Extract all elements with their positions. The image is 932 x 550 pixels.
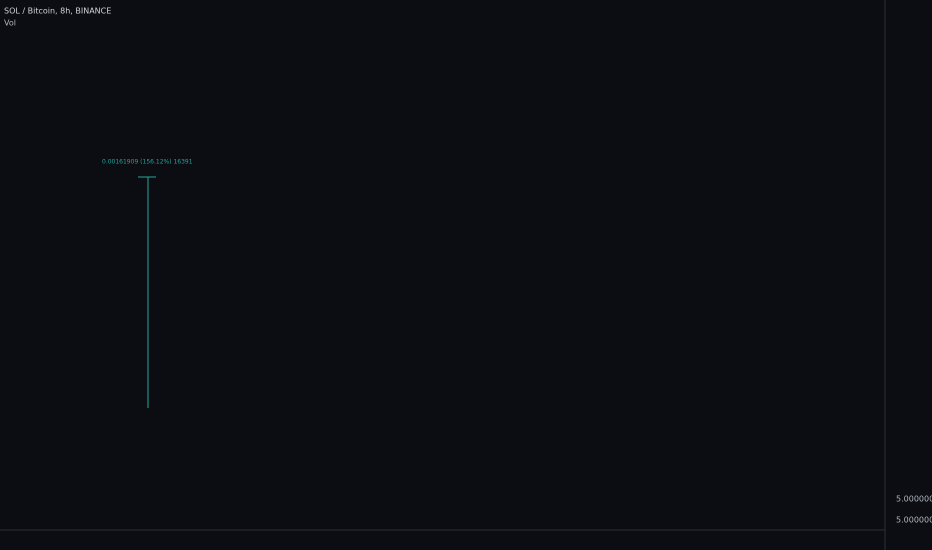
volume-axis-label: 5.00000000 [896, 516, 932, 525]
chart-title: SOL / Bitcoin, 8h, BINANCE [4, 7, 111, 16]
volume-label: Vol [4, 19, 16, 28]
volume-axis-label: 5.00000000 [896, 495, 932, 504]
measure-label: 0.00161909 (156.12%) 16391 [102, 159, 193, 166]
